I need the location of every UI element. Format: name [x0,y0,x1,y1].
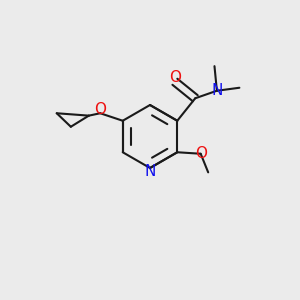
Text: O: O [94,101,106,116]
Text: N: N [144,164,156,179]
Text: O: O [169,70,181,85]
Text: N: N [211,83,223,98]
Text: O: O [195,146,207,161]
